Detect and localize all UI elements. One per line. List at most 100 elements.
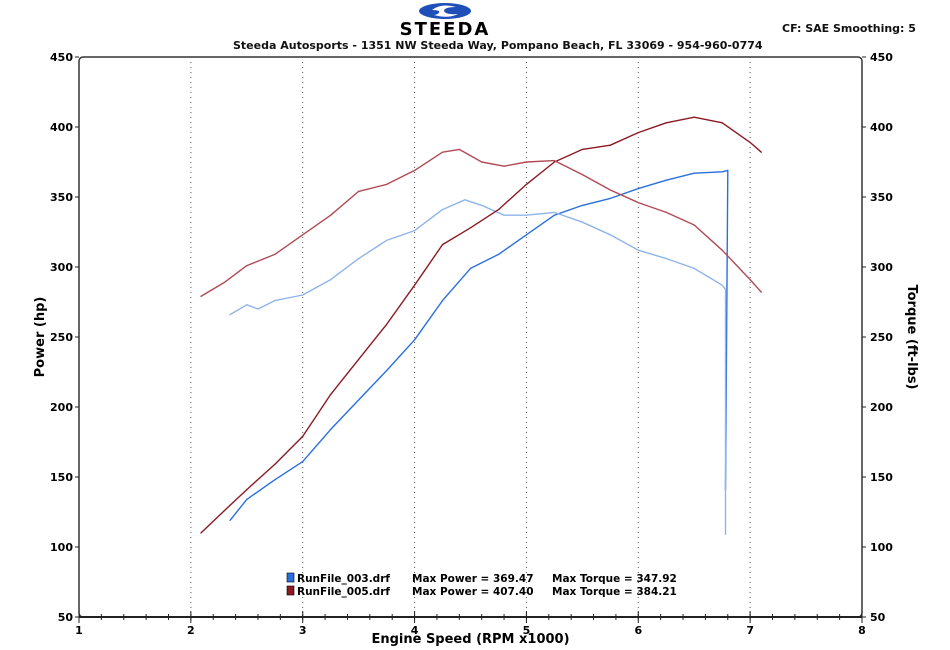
data-point xyxy=(749,279,751,281)
data-point xyxy=(497,209,500,211)
data-point xyxy=(441,151,444,153)
data-point xyxy=(464,199,466,201)
data-point xyxy=(693,172,695,174)
legend-swatch xyxy=(286,572,295,583)
data-point xyxy=(503,214,505,216)
legend-max-power: Max Power = 369.47 xyxy=(412,573,534,585)
data-point xyxy=(693,224,695,226)
data-point xyxy=(637,132,639,134)
y-tick-label: 250 xyxy=(50,331,73,344)
data-point xyxy=(469,227,472,229)
logo-text: STEEDA xyxy=(400,19,491,38)
data-point xyxy=(609,197,611,199)
data-point xyxy=(274,253,276,255)
data-point xyxy=(497,253,500,255)
data-point xyxy=(274,479,276,481)
data-point xyxy=(581,221,583,223)
data-point xyxy=(386,183,388,185)
data-point xyxy=(246,265,248,267)
legend-max-torque: Max Torque = 347.92 xyxy=(552,573,677,585)
data-point xyxy=(525,214,528,216)
data-point xyxy=(581,174,583,176)
y-tick-label: 150 xyxy=(50,471,73,484)
y-tick-label: 350 xyxy=(50,191,73,204)
data-point xyxy=(525,234,528,236)
x-tick-label: 1 xyxy=(75,624,83,637)
x-tick-label: 8 xyxy=(858,624,866,637)
data-point xyxy=(330,393,332,395)
data-point xyxy=(609,234,611,236)
data-point xyxy=(760,151,762,153)
y-tick-label: 200 xyxy=(50,401,73,414)
data-point xyxy=(413,230,416,232)
data-point xyxy=(302,234,304,236)
data-point xyxy=(693,267,695,269)
series-line-runfile_005-drf-power xyxy=(200,116,762,534)
data-point xyxy=(525,161,528,163)
data-point xyxy=(553,161,555,163)
logo: STEEDA xyxy=(340,2,550,40)
data-point xyxy=(665,258,667,260)
data-point xyxy=(441,244,444,246)
y2-tick-label: 300 xyxy=(870,261,893,274)
data-point xyxy=(721,171,723,173)
x-tick-label: 7 xyxy=(746,624,754,637)
legend-max-power: Max Power = 407.40 xyxy=(412,586,534,598)
y2-tick-label: 450 xyxy=(870,51,893,64)
data-point xyxy=(665,211,667,213)
data-point xyxy=(721,249,723,251)
data-point xyxy=(724,533,727,536)
data-point xyxy=(760,291,762,293)
data-point xyxy=(721,284,723,286)
data-point xyxy=(553,211,555,213)
data-point xyxy=(503,165,505,167)
data-point xyxy=(413,284,416,286)
settings-text: CF: SAE Smoothing: 5 xyxy=(782,22,916,35)
data-point xyxy=(481,204,483,206)
legend-file: RunFile_005.drf xyxy=(297,586,390,598)
x-tick-label: 4 xyxy=(411,624,419,637)
data-point xyxy=(223,510,226,512)
x-tick-label: 6 xyxy=(634,624,642,637)
data-point xyxy=(469,267,472,269)
data-point xyxy=(257,308,259,310)
y2-tick-label: 200 xyxy=(870,401,893,414)
data-point xyxy=(637,202,639,204)
data-point xyxy=(274,463,276,465)
legend-swatch xyxy=(286,585,295,596)
data-point xyxy=(481,161,483,163)
data-point xyxy=(553,160,555,162)
y2-axis-label: Torque (ft-lbs) xyxy=(904,284,919,389)
data-point xyxy=(246,498,248,500)
y2-tick-label: 50 xyxy=(870,611,886,624)
company-line: Steeda Autosports - 1351 NW Steeda Way, … xyxy=(233,39,763,52)
data-point xyxy=(302,461,304,463)
data-point xyxy=(441,300,444,302)
data-point xyxy=(637,188,639,190)
data-point xyxy=(386,323,388,325)
y2-tick-label: 400 xyxy=(870,121,893,134)
data-point xyxy=(581,148,583,150)
data-point xyxy=(274,300,276,302)
data-point xyxy=(358,258,360,260)
y-axis-label: Power (hp) xyxy=(33,297,48,378)
data-point xyxy=(665,122,667,124)
legend-max-torque: Max Torque = 384.21 xyxy=(552,586,677,598)
y2-tick-label: 150 xyxy=(870,471,893,484)
data-point xyxy=(413,339,416,341)
data-point xyxy=(229,519,231,522)
data-point xyxy=(246,304,248,306)
data-point xyxy=(330,214,332,216)
data-point xyxy=(609,144,611,146)
data-point xyxy=(330,428,332,430)
data-point xyxy=(724,288,727,290)
y-tick-label: 300 xyxy=(50,261,73,274)
data-point xyxy=(302,294,304,296)
data-point xyxy=(525,183,528,185)
data-point xyxy=(358,190,360,192)
y2-tick-label: 350 xyxy=(870,191,893,204)
x-tick-label: 2 xyxy=(187,624,195,637)
y-tick-label: 50 xyxy=(58,611,74,624)
data-point xyxy=(609,189,611,191)
